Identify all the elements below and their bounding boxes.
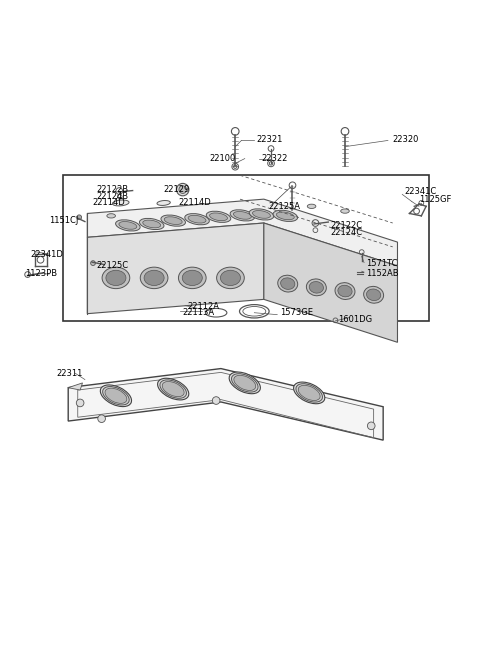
Ellipse shape xyxy=(100,385,132,407)
Ellipse shape xyxy=(185,214,209,225)
Text: 1601DG: 1601DG xyxy=(338,315,372,324)
Text: 22125A: 22125A xyxy=(269,202,300,211)
Ellipse shape xyxy=(281,278,295,289)
Text: 22124B: 22124B xyxy=(97,192,129,201)
Polygon shape xyxy=(264,223,397,342)
Ellipse shape xyxy=(341,209,349,213)
Text: 22124C: 22124C xyxy=(331,228,363,237)
Circle shape xyxy=(177,184,189,195)
Ellipse shape xyxy=(157,201,170,205)
Circle shape xyxy=(76,399,84,407)
Ellipse shape xyxy=(252,211,270,218)
Ellipse shape xyxy=(306,279,326,296)
Text: 22113A: 22113A xyxy=(183,308,215,318)
Ellipse shape xyxy=(294,382,325,403)
Ellipse shape xyxy=(234,375,256,390)
Ellipse shape xyxy=(298,385,320,400)
Ellipse shape xyxy=(140,218,164,230)
Ellipse shape xyxy=(220,270,240,285)
Circle shape xyxy=(91,260,96,266)
Ellipse shape xyxy=(233,211,252,219)
Ellipse shape xyxy=(116,220,140,231)
Text: 1573GE: 1573GE xyxy=(281,308,313,318)
Text: 1123PB: 1123PB xyxy=(25,268,58,277)
Text: 22100: 22100 xyxy=(209,154,235,163)
Polygon shape xyxy=(87,223,264,314)
Text: 22311: 22311 xyxy=(56,369,83,378)
Ellipse shape xyxy=(249,209,274,220)
Ellipse shape xyxy=(188,215,206,223)
Ellipse shape xyxy=(144,270,164,285)
Ellipse shape xyxy=(273,211,298,222)
Text: 22341C: 22341C xyxy=(405,188,437,197)
Ellipse shape xyxy=(112,200,129,206)
Ellipse shape xyxy=(338,285,352,297)
Ellipse shape xyxy=(105,388,127,403)
Text: 22322: 22322 xyxy=(262,154,288,163)
Circle shape xyxy=(212,397,220,404)
Text: 22320: 22320 xyxy=(393,135,419,144)
Ellipse shape xyxy=(231,374,258,392)
Text: 22114D: 22114D xyxy=(178,199,211,207)
Ellipse shape xyxy=(206,211,231,222)
Ellipse shape xyxy=(106,270,126,285)
Ellipse shape xyxy=(161,215,185,226)
Circle shape xyxy=(98,415,106,422)
Ellipse shape xyxy=(160,380,186,398)
Text: 22112A: 22112A xyxy=(188,302,219,311)
Ellipse shape xyxy=(143,220,161,228)
Text: 1125GF: 1125GF xyxy=(419,195,451,203)
Text: 22125C: 22125C xyxy=(97,262,129,270)
Ellipse shape xyxy=(296,384,323,402)
Text: 22114D: 22114D xyxy=(92,199,125,207)
Text: 22321: 22321 xyxy=(257,135,283,144)
Polygon shape xyxy=(68,383,83,390)
Ellipse shape xyxy=(230,210,254,221)
Ellipse shape xyxy=(307,204,316,209)
Ellipse shape xyxy=(102,267,130,289)
Ellipse shape xyxy=(179,267,206,289)
Ellipse shape xyxy=(140,267,168,289)
Circle shape xyxy=(367,422,375,430)
Ellipse shape xyxy=(309,281,324,293)
Ellipse shape xyxy=(162,382,184,397)
Ellipse shape xyxy=(107,214,116,218)
Text: 22341D: 22341D xyxy=(30,249,63,258)
Polygon shape xyxy=(87,199,397,266)
Ellipse shape xyxy=(335,283,355,300)
Ellipse shape xyxy=(103,386,129,405)
Ellipse shape xyxy=(157,379,189,400)
Ellipse shape xyxy=(278,276,298,292)
Ellipse shape xyxy=(119,222,137,229)
Ellipse shape xyxy=(229,372,260,394)
Text: 1151CJ: 1151CJ xyxy=(49,216,79,225)
Text: 22122C: 22122C xyxy=(331,221,363,230)
Polygon shape xyxy=(68,369,383,440)
Circle shape xyxy=(179,186,187,194)
Circle shape xyxy=(77,215,82,220)
Ellipse shape xyxy=(164,216,182,224)
Ellipse shape xyxy=(364,287,384,303)
Text: 1571TC: 1571TC xyxy=(366,259,398,268)
Ellipse shape xyxy=(182,270,202,285)
Text: 22129: 22129 xyxy=(164,185,190,194)
Ellipse shape xyxy=(216,267,244,289)
Text: 1152AB: 1152AB xyxy=(366,268,399,277)
Ellipse shape xyxy=(367,289,381,300)
Text: 22122B: 22122B xyxy=(97,185,129,194)
Ellipse shape xyxy=(210,213,228,220)
Ellipse shape xyxy=(276,212,294,220)
